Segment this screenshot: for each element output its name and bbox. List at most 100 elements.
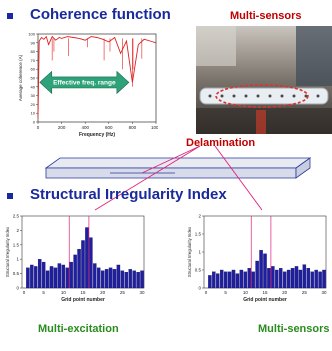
sri-excitation-bar [65, 267, 69, 289]
sri-chart-multi-excitation: 0 0.5 1 1.5 2 2.5 0 5 10 15 20 25 30 Grid point numbe… [5, 214, 146, 304]
beam-diagram [44, 145, 312, 211]
sri-sensors-y-tick-label: 1 [198, 250, 201, 255]
sri-sensors-y-tick-label: 0.5 [195, 268, 202, 273]
sri-sensors-bar [290, 268, 295, 289]
coherence-y-tick-label: 40 [31, 84, 36, 89]
sri-sensors-bar [298, 269, 303, 289]
sri-sensors-x-tick-label: 25 [302, 290, 308, 295]
coherence-x-tick-label: 800 [129, 125, 137, 130]
bullet-sri [7, 193, 13, 199]
sri-sensors-y-label: Structural Irregularity Index [187, 226, 192, 277]
sri-excitation-bar [116, 264, 121, 289]
sri-sensors-bar [294, 266, 299, 289]
sri-excitation-bar [41, 261, 46, 289]
sri-sensors-bar [235, 273, 240, 289]
sri-excitation-bar [77, 248, 81, 289]
sri-sensors-bar [219, 269, 224, 289]
sri-excitation-bar [140, 270, 144, 289]
sri-excitation-bar [97, 267, 101, 289]
coherence-x-tick-label: 600 [105, 125, 113, 130]
sri-sensors-bar [267, 268, 271, 289]
sri-excitation-bar [81, 240, 85, 289]
sri-excitation-bar [61, 264, 66, 289]
coherence-y-tick-label: 100 [28, 32, 35, 37]
sri-excitation-bar [108, 267, 113, 289]
sri-excitation-x-tick-label: 10 [61, 290, 67, 295]
coherence-y-tick-label: 90 [31, 40, 36, 45]
sri-sensors-bar [286, 269, 291, 289]
sensor-photo-drawing [196, 26, 332, 134]
sri-excitation-y-tick-label: 2.5 [13, 214, 20, 219]
sri-excitation-bar [85, 227, 89, 289]
sensor-photo [196, 26, 332, 134]
sri-excitation-bar [100, 270, 105, 289]
sri-sensors-bar [208, 275, 212, 289]
delamination-label: Delamination [186, 137, 256, 149]
effective-range-label: Effective freq. range [53, 79, 116, 86]
coherence-y-tick-label: 60 [31, 67, 36, 72]
coherence-x-tick-label: 400 [81, 125, 89, 130]
sri-sensors-x-tick-label: 5 [224, 290, 227, 295]
bullet-coherence [7, 13, 13, 19]
sri-excitation-x-tick-label: 30 [140, 290, 146, 295]
sri-excitation-bar [69, 261, 73, 289]
sri-sensors-bar [259, 250, 263, 289]
sri-sensors-bar [263, 253, 267, 289]
sri-sensors-bar [247, 268, 251, 289]
sri-sensors-x-tick-label: 15 [262, 290, 268, 295]
sri-sensors-bar [216, 273, 220, 289]
sri-excitation-y-tick-label: 1.5 [13, 242, 20, 247]
coherence-x-tick-label: 0 [37, 125, 40, 130]
sri-sensors-bar [310, 271, 314, 289]
sri-sensors-x-tick-label: 10 [243, 290, 249, 295]
sri-excitation-bar [73, 254, 77, 289]
sri-excitation-bar [128, 269, 132, 289]
sri-title: Structural Irregularity Index [30, 186, 227, 203]
coherence-y-tick-label: 70 [31, 58, 36, 63]
coherence-y-tick-label: 0 [33, 120, 36, 125]
sri-excitation-x-tick-label: 25 [120, 290, 126, 295]
sri-sensors-bar [271, 266, 275, 289]
sri-excitation-bar [132, 270, 136, 289]
sri-excitation-y-label: Structural Irregularity Index [5, 226, 10, 277]
sri-excitation-bar [26, 267, 30, 289]
sri-sensors-x-tick-label: 20 [282, 290, 288, 295]
coherence-x-tick-label: 200 [58, 125, 66, 130]
sri-excitation-bar [89, 237, 93, 289]
sri-excitation-bar [112, 269, 117, 289]
sri-sensors-bar [251, 271, 255, 289]
sri-sensors-bar [302, 264, 307, 289]
sri-sensors-bar [322, 269, 326, 289]
effective-range-arrow [39, 70, 130, 95]
coherence-y-tick-label: 50 [31, 76, 36, 81]
sri-excitation-bar [104, 269, 109, 289]
sri-sensors-bar [212, 271, 216, 289]
coherence-y-label: Average coherence (A) [18, 54, 23, 101]
sri-sensors-bar [243, 271, 248, 289]
sri-sensors-bar [318, 271, 322, 289]
delamination-pointers [94, 145, 263, 211]
sri-sensors-y-tick-label: 1.5 [195, 232, 202, 237]
sri-excitation-x-label: Grid point number [61, 297, 105, 303]
coherence-y-tick-label: 20 [31, 102, 36, 107]
coherence-chart: 010203040506070809010002004006008001000F… [18, 32, 158, 139]
sri-excitation-x-tick-label: 5 [42, 290, 45, 295]
sri-excitation-bar [45, 270, 50, 289]
sri-sensors-x-tick-label: 30 [322, 290, 328, 295]
sri-excitation-bar [37, 259, 42, 289]
sri-excitation-bar [57, 263, 62, 289]
sri-excitation-x-tick-label: 20 [100, 290, 106, 295]
sri-sensors-bar [231, 269, 236, 289]
sri-excitation-x-tick-label: 15 [80, 290, 86, 295]
coherence-y-tick-label: 30 [31, 93, 36, 98]
sri-excitation-bar [30, 264, 34, 289]
sri-excitation-bar [93, 263, 97, 289]
multi-sensors-bottom-label: Multi-sensors [258, 323, 330, 335]
coherence-title: Coherence function [30, 6, 171, 23]
multi-excitation-label: Multi-excitation [38, 323, 119, 335]
sri-sensors-y-tick-label: 2 [198, 214, 201, 219]
sri-sensors-bar [282, 271, 287, 289]
coherence-y-tick-label: 80 [31, 49, 36, 54]
sri-sensors-y-tick-label: 0 [198, 286, 201, 291]
